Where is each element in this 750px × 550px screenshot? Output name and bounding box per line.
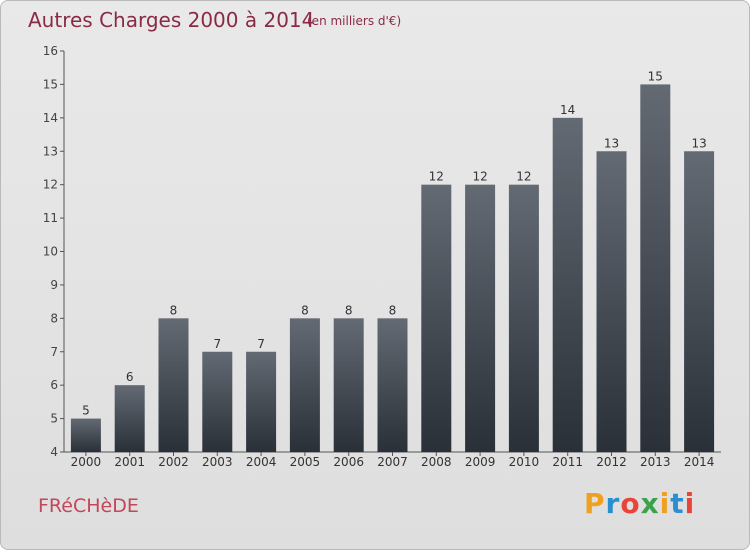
commune-name: FRéCHèDE (38, 495, 139, 517)
data-label: 13 (604, 136, 619, 150)
data-label: 8 (301, 303, 309, 317)
data-label: 15 (648, 69, 663, 83)
data-label: 13 (691, 136, 706, 150)
x-tick-label: 2007 (377, 455, 408, 469)
data-label: 5 (82, 404, 90, 418)
x-tick-label: 2003 (202, 455, 233, 469)
x-tick-label: 2001 (114, 455, 145, 469)
bar-2011[interactable] (552, 117, 583, 452)
data-label: 8 (170, 303, 178, 317)
bar-2003[interactable] (202, 351, 233, 452)
x-tick-label: 2006 (333, 455, 364, 469)
logo-letter: P (584, 487, 606, 520)
y-tick-label: 7 (50, 345, 58, 359)
x-axis: 2000 2001 2002 2003 2004 2005 2006 2007 2008 2009… (64, 451, 721, 469)
logo-letter: t (670, 487, 685, 520)
data-label: 14 (560, 103, 575, 117)
x-tick-label: 2011 (552, 455, 583, 469)
bar-2004[interactable] (246, 351, 277, 452)
x-tick-label: 2013 (640, 455, 671, 469)
data-label: 6 (126, 370, 134, 384)
bar-2009[interactable] (465, 184, 496, 452)
bar-2013[interactable] (640, 84, 671, 453)
data-label: 12 (429, 170, 444, 184)
data-label: 8 (389, 303, 397, 317)
y-axis: 4 5 6 7 8 9 10 11 12 13 14 15 16 (43, 44, 65, 459)
data-label: 8 (345, 303, 353, 317)
y-tick-label: 11 (43, 211, 58, 225)
bar-2007[interactable] (377, 318, 408, 452)
bar-2001[interactable] (114, 385, 145, 452)
bar-2002[interactable] (158, 318, 189, 452)
x-tick-label: 2004 (246, 455, 277, 469)
logo-letter: r (605, 487, 621, 520)
y-tick-label: 4 (50, 445, 58, 459)
x-tick-label: 2012 (596, 455, 627, 469)
y-tick-label: 14 (43, 111, 58, 125)
data-label: 12 (516, 170, 531, 184)
bar-2010[interactable] (508, 184, 539, 452)
data-label: 12 (472, 170, 487, 184)
x-tick-label: 2005 (290, 455, 321, 469)
bar-2014[interactable] (684, 151, 715, 452)
x-tick-label: 2008 (421, 455, 452, 469)
y-tick-label: 12 (43, 178, 58, 192)
bar-2012[interactable] (596, 151, 627, 452)
chart-title: Autres Charges 2000 à 2014 (28, 8, 315, 32)
data-label: 7 (257, 337, 265, 351)
x-tick-label: 2002 (158, 455, 189, 469)
x-tick-label: 2009 (465, 455, 496, 469)
bar-2008[interactable] (421, 184, 452, 452)
y-tick-label: 6 (50, 378, 58, 392)
y-tick-label: 13 (43, 144, 58, 158)
y-tick-label: 5 (50, 412, 58, 426)
chart-subtitle: (en milliers d'€) (307, 14, 402, 28)
x-tick-label: 2014 (684, 455, 715, 469)
y-tick-label: 15 (43, 77, 58, 91)
x-tick-label: 2010 (509, 455, 540, 469)
data-label: 7 (213, 337, 221, 351)
bar-2005[interactable] (289, 318, 320, 452)
logo-letter: i (659, 487, 671, 520)
data-labels: 5 6 8 7 7 8 8 8 12 12 12 14 13 15 13 (82, 69, 707, 417)
bar-2000[interactable] (70, 418, 101, 452)
logo-letter: x (640, 487, 660, 520)
bar-2006[interactable] (333, 318, 364, 452)
logo-letter: i (684, 487, 696, 520)
y-tick-label: 10 (43, 245, 58, 259)
y-tick-label: 9 (50, 278, 58, 292)
y-tick-label: 16 (43, 44, 58, 58)
bars (70, 84, 715, 453)
y-tick-label: 8 (50, 311, 58, 325)
x-tick-label: 2000 (71, 455, 102, 469)
proxiti-logo[interactable]: Proxiti (584, 487, 695, 520)
logo-letter: o (620, 487, 641, 520)
